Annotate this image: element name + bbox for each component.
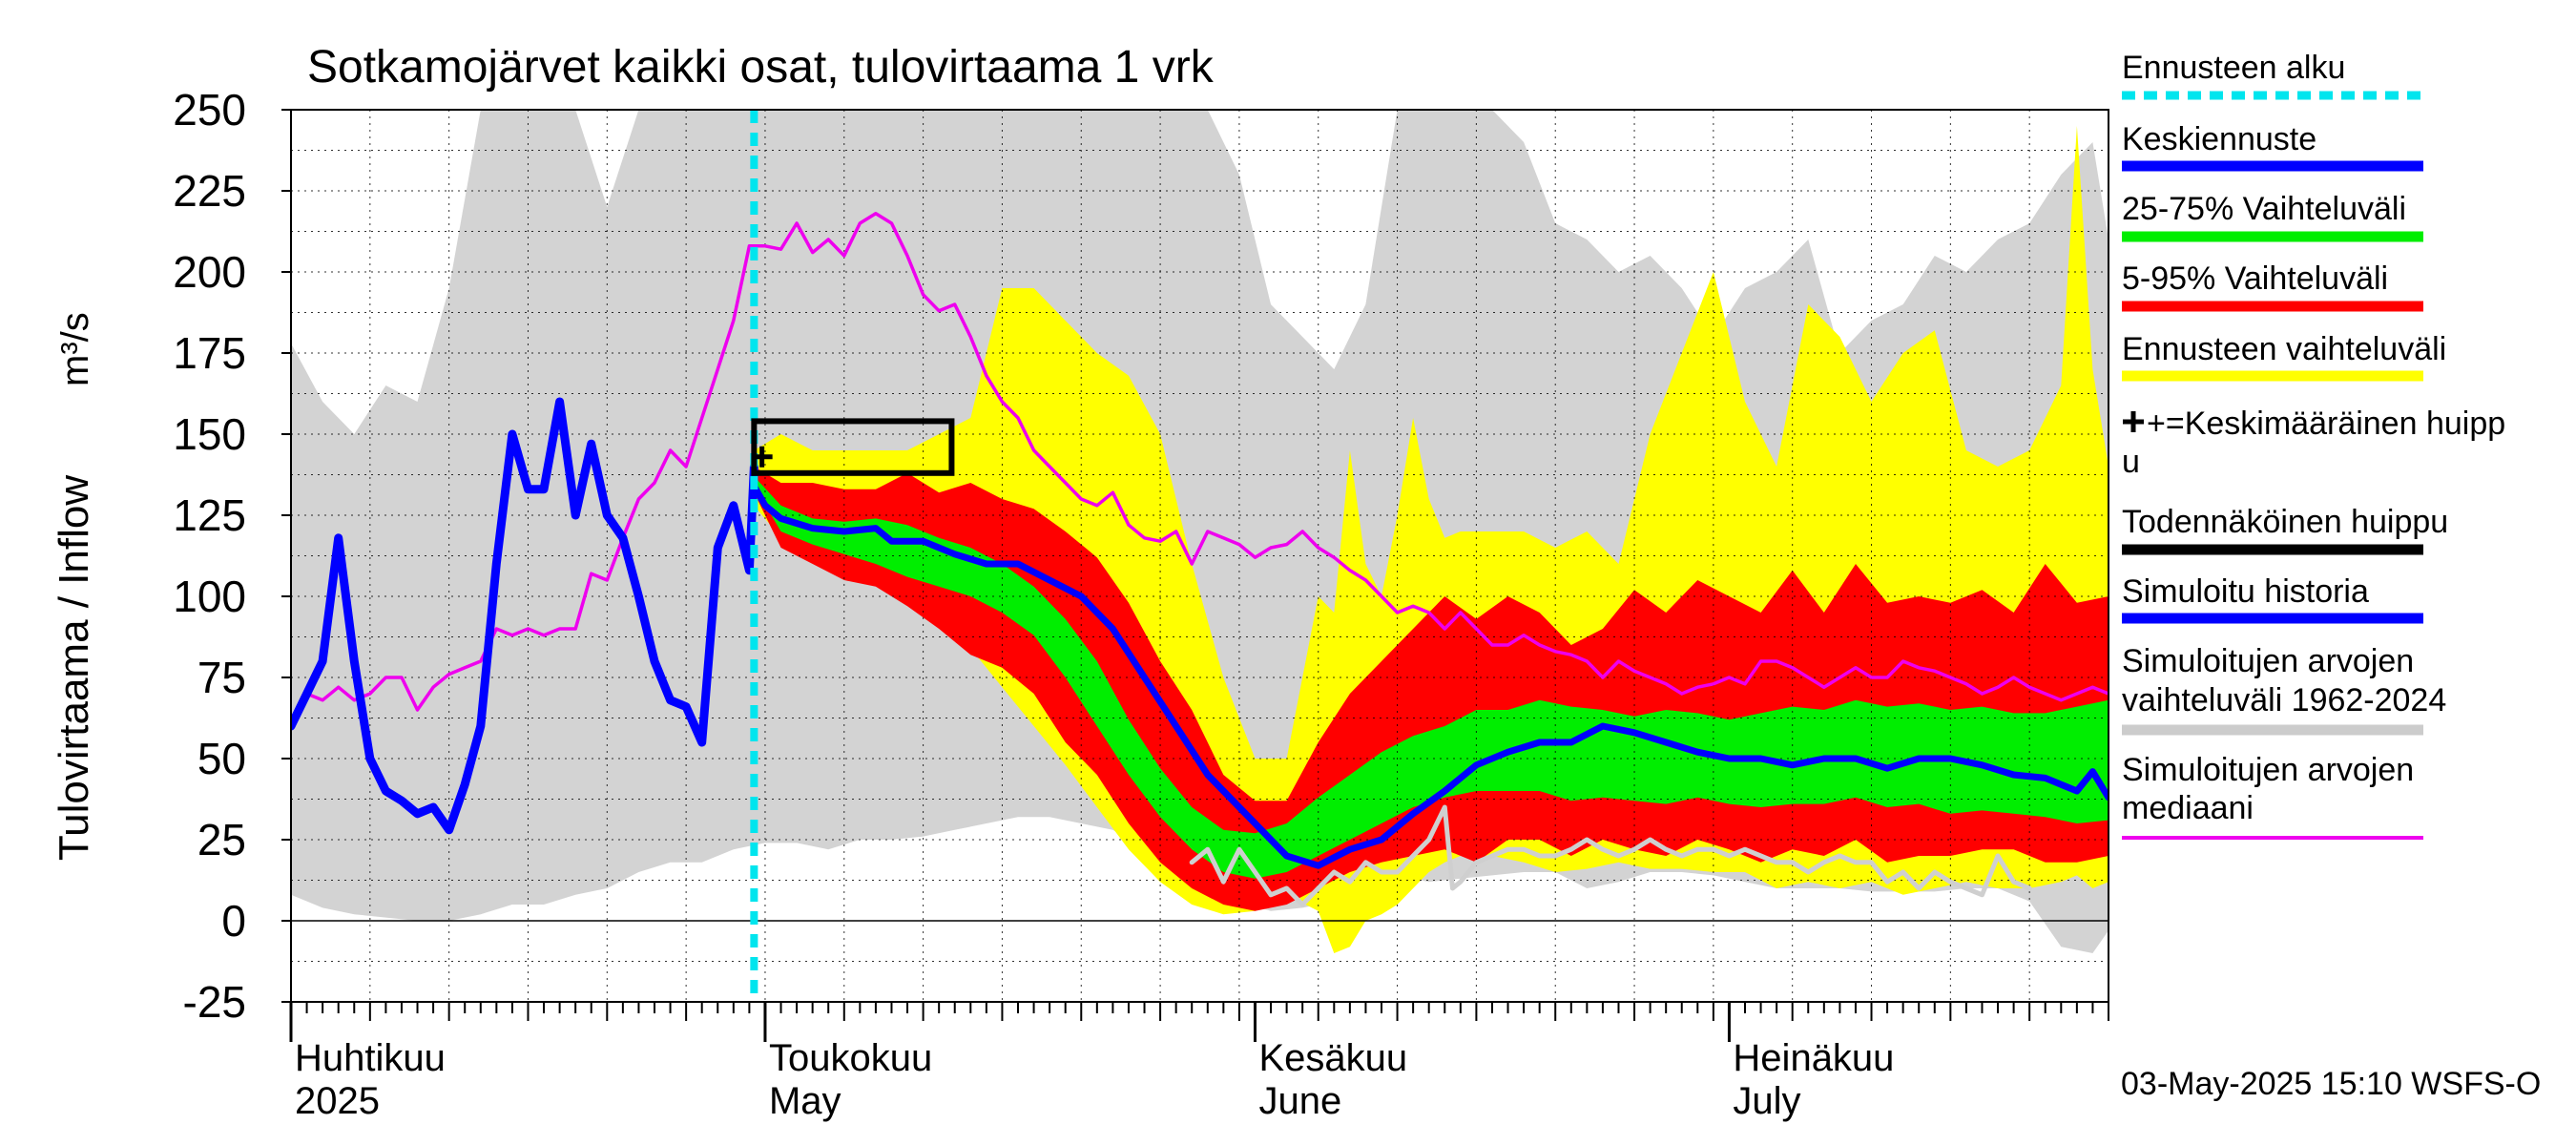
y-tick-label: 25 (197, 815, 246, 864)
legend-label-2: mediaani (2122, 790, 2254, 826)
legend-label: Ennusteen vaihteluväli (2122, 331, 2446, 367)
y-tick-label: 50 (197, 734, 246, 783)
footer-timestamp: 03-May-2025 15:10 WSFS-O (2121, 1066, 2541, 1102)
y-axis-label: Tulovirtaama / Inflow m³/s (51, 312, 97, 861)
plot-area (291, 110, 2109, 953)
legend-label-2: vaihteluväli 1962-2024 (2122, 682, 2446, 718)
y-tick-label: 175 (173, 328, 246, 378)
legend-label: 5-95% Vaihteluväli (2122, 260, 2388, 297)
legend-label: Todennäköinen huippu (2122, 504, 2448, 540)
legend-label: +=Keskimääräinen huipp (2147, 406, 2505, 442)
x-month-label: Heinäkuu (1733, 1037, 1894, 1079)
legend-label: Simuloitujen arvojen (2122, 643, 2414, 679)
legend-label: Ennusteen alku (2122, 50, 2345, 86)
p25-75-band (754, 476, 2109, 879)
x-month-sublabel: July (1733, 1080, 1800, 1122)
mean-peak-marker (751, 446, 773, 468)
y-axis-title: Tulovirtaama / Inflow (51, 475, 97, 862)
y-tick-label: 125 (173, 490, 246, 540)
y-tick-label: 75 (197, 653, 246, 702)
y-tick-label: 200 (173, 247, 246, 297)
sim-history-line (291, 397, 758, 835)
y-tick-label: 0 (221, 896, 246, 946)
legend-label: 25-75% Vaihteluväli (2122, 191, 2406, 227)
sim-observed-line (1189, 804, 2032, 907)
hist-median-line (291, 212, 2109, 721)
legend-label: Simuloitu historia (2122, 573, 2369, 610)
legend-label-2: u (2122, 444, 2140, 480)
plot-frame (290, 109, 2109, 1003)
y-tick-label: 225 (173, 166, 246, 216)
y-axis-unit: m³/s (54, 312, 96, 386)
x-month-label: Huhtikuu (295, 1037, 446, 1079)
legend-label: Simuloitujen arvojen (2122, 752, 2414, 788)
legend-label: Keskiennuste (2122, 121, 2316, 157)
x-month-label: Toukokuu (769, 1037, 932, 1079)
chart-title: Sotkamojärvet kaikki osat, tulovirtaama … (307, 42, 1215, 93)
x-month-sublabel: 2025 (295, 1080, 380, 1122)
legend: Ennusteen alku Keskiennuste 25-75% Vaihtel… (2122, 50, 2505, 840)
y-tick-label: 250 (173, 85, 246, 135)
x-month-sublabel: June (1258, 1080, 1341, 1122)
probable-peak-box (751, 418, 955, 476)
legend-mean-peak-marker (2123, 411, 2144, 432)
y-tick-label: 150 (173, 409, 246, 459)
x-month-sublabel: May (769, 1080, 841, 1122)
y-axis: -25 0 25 50 75 100 125 150 175 200 225 250 (173, 85, 291, 1027)
y-tick-label: 100 (173, 572, 246, 621)
median-forecast-line (750, 482, 2109, 869)
y-tick-label: -25 (183, 977, 246, 1027)
overlay (291, 110, 2109, 1002)
x-month-label: Kesäkuu (1258, 1037, 1407, 1079)
grid (291, 110, 2109, 1002)
